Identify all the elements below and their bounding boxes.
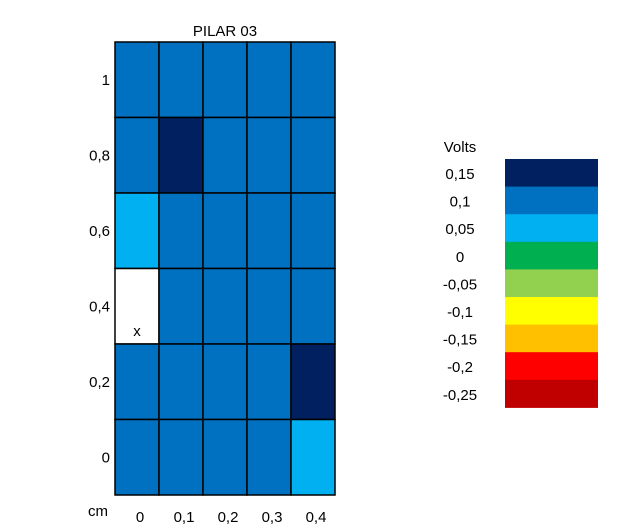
legend-swatch xyxy=(505,186,598,215)
legend-label: 0,15 xyxy=(445,166,474,183)
chart-title: PILAR 03 xyxy=(193,23,257,40)
legend-swatch xyxy=(505,214,598,243)
legend-label: -0,15 xyxy=(443,332,477,349)
legend-label: -0,2 xyxy=(447,359,473,376)
x-axis-label: cm xyxy=(88,503,108,520)
y-axis-ticks: 1 0,8 0,6 0,4 0,2 0 xyxy=(89,72,110,467)
heatmap-cell xyxy=(158,41,204,119)
heatmap-cell xyxy=(114,41,160,119)
x-tick-label: 0,1 xyxy=(174,509,195,526)
legend-label: -0,1 xyxy=(447,304,473,321)
legend-swatch xyxy=(505,241,598,270)
heatmap-cell xyxy=(202,267,248,345)
heatmap-cell xyxy=(114,192,160,270)
legend-swatch xyxy=(505,269,598,298)
legend-swatch xyxy=(505,324,598,353)
heatmap-cell xyxy=(202,116,248,194)
heatmap-cell xyxy=(246,343,292,421)
legend-label: -0,25 xyxy=(443,387,477,404)
heatmap-cell xyxy=(290,41,336,119)
legend-swatch xyxy=(505,352,598,381)
heatmap-cell xyxy=(158,192,204,270)
color-legend: 0,15 0,1 0,05 0 -0,05 -0,1 -0,15 -0,2 -0,25 xyxy=(443,159,598,408)
x-tick-label: 0,2 xyxy=(218,509,239,526)
heatmap-cell xyxy=(290,267,336,345)
heatmap-cell xyxy=(290,343,336,421)
heatmap-cell xyxy=(158,418,204,496)
legend-label: 0,1 xyxy=(450,194,471,211)
legend-label: -0,05 xyxy=(443,276,477,293)
heatmap-cell xyxy=(246,116,292,194)
x-axis-ticks: 0 0,1 0,2 0,3 0,4 xyxy=(136,509,327,526)
heatmap-cell xyxy=(290,192,336,270)
legend-label: 0,05 xyxy=(445,221,474,238)
heatmap-cell xyxy=(202,41,248,119)
x-tick-label: 0,3 xyxy=(262,509,283,526)
y-tick-label: 0 xyxy=(102,449,110,466)
heatmap-cell xyxy=(202,192,248,270)
heatmap-cell xyxy=(290,116,336,194)
cell-mark-label: x xyxy=(133,323,141,340)
legend-title: Volts xyxy=(444,139,477,156)
y-tick-label: 1 xyxy=(102,72,110,89)
x-tick-label: 0,4 xyxy=(306,509,327,526)
legend-swatch xyxy=(505,379,598,408)
heatmap-cell xyxy=(114,267,160,345)
heatmap-cell xyxy=(246,41,292,119)
heatmap-cell xyxy=(202,418,248,496)
heatmap-cell xyxy=(290,418,336,496)
heatmap-cell xyxy=(246,418,292,496)
heatmap-cell xyxy=(246,267,292,345)
heatmap-grid: x xyxy=(114,41,336,496)
y-tick-label: 0,2 xyxy=(89,374,110,391)
heatmap-cell xyxy=(114,418,160,496)
heatmap-cell xyxy=(158,267,204,345)
y-tick-label: 0,4 xyxy=(89,298,110,315)
heatmap-cell xyxy=(202,343,248,421)
heatmap-cell xyxy=(158,343,204,421)
y-tick-label: 0,8 xyxy=(89,147,110,164)
heatmap-cell xyxy=(158,116,204,194)
legend-label: 0 xyxy=(456,249,464,266)
heatmap-cell xyxy=(246,192,292,270)
heatmap-cell xyxy=(114,343,160,421)
y-tick-label: 0,6 xyxy=(89,223,110,240)
legend-swatch xyxy=(505,159,598,188)
legend-swatch xyxy=(505,297,598,326)
heatmap-cell xyxy=(114,116,160,194)
x-tick-label: 0 xyxy=(136,509,144,526)
